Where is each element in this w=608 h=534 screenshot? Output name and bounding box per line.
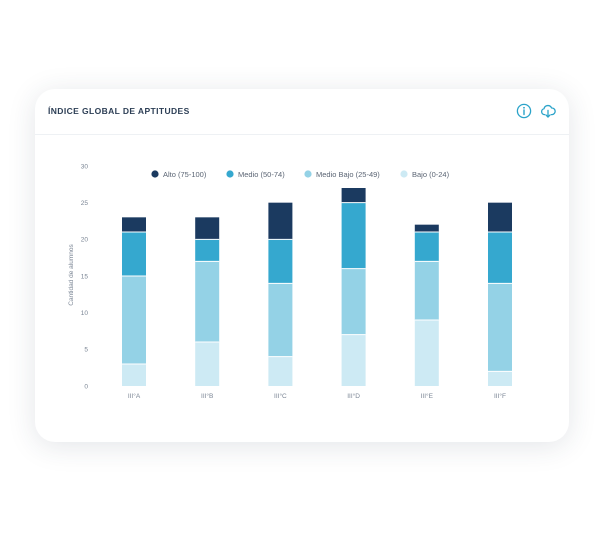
bar-segment bbox=[488, 232, 512, 284]
bar-segment bbox=[268, 202, 293, 240]
x-axis: III°A III°B III°C III°D III°E III°F bbox=[128, 392, 506, 400]
bar-segment bbox=[341, 202, 366, 269]
bar-segment bbox=[122, 276, 146, 364]
bar-segment bbox=[122, 217, 146, 232]
bar-segment bbox=[122, 232, 146, 276]
bar-segment bbox=[195, 261, 220, 342]
x-tick-label: III°F bbox=[494, 392, 506, 400]
bar-segment bbox=[414, 224, 439, 232]
legend-label: Medio (50-74) bbox=[238, 170, 285, 179]
bar-segment bbox=[341, 268, 366, 335]
y-tick-label: 0 bbox=[84, 383, 88, 390]
legend-marker bbox=[400, 170, 408, 178]
bar-segment bbox=[268, 356, 293, 386]
legend-marker bbox=[151, 170, 159, 178]
x-tick-label: III°E bbox=[421, 392, 434, 400]
bar-segment bbox=[414, 232, 439, 262]
x-tick-label: III°B bbox=[201, 392, 213, 400]
legend-label: Alto (75-100) bbox=[163, 170, 207, 179]
x-tick-label: III°C bbox=[274, 392, 287, 400]
bar-segment bbox=[341, 334, 366, 386]
y-tick-label: 10 bbox=[81, 310, 89, 317]
bar-segment bbox=[268, 283, 293, 357]
bar-segment bbox=[488, 283, 512, 372]
cloud-download-icon[interactable] bbox=[540, 103, 556, 119]
x-tick-label: III°A bbox=[128, 392, 141, 400]
y-tick-label: 30 bbox=[81, 163, 89, 170]
bar-segment bbox=[195, 217, 220, 240]
y-tick-label: 20 bbox=[81, 237, 89, 244]
bar-segment bbox=[488, 371, 512, 386]
legend-label: Bajo (0-24) bbox=[412, 170, 450, 179]
legend-marker bbox=[226, 170, 234, 178]
info-icon[interactable] bbox=[516, 103, 532, 119]
bar-segment bbox=[488, 202, 512, 232]
chart-card: ÍNDICE GLOBAL DE APTITUDES Alto (75-100)… bbox=[35, 89, 569, 442]
y-axis-label: Cantidad de alumnos bbox=[68, 244, 75, 306]
card-title: ÍNDICE GLOBAL DE APTITUDES bbox=[48, 106, 190, 116]
bar-segment bbox=[341, 188, 366, 203]
bar-segment bbox=[268, 239, 293, 284]
bar-segment bbox=[122, 364, 146, 386]
y-tick-label: 25 bbox=[81, 200, 89, 207]
bar-segment bbox=[414, 261, 439, 320]
legend-label: Medio Bajo (25-49) bbox=[316, 170, 380, 179]
x-tick-label: III°D bbox=[347, 392, 360, 400]
card-header: ÍNDICE GLOBAL DE APTITUDES bbox=[35, 89, 569, 135]
legend-marker bbox=[304, 170, 312, 178]
bar-segment bbox=[414, 320, 439, 386]
y-axis: 0 5 10 15 20 25 30 bbox=[81, 163, 89, 390]
bar-segment bbox=[195, 342, 220, 386]
bars bbox=[122, 188, 512, 386]
bar-segment bbox=[195, 239, 220, 262]
legend: Alto (75-100) Medio (50-74) Medio Bajo (25… bbox=[151, 170, 450, 179]
y-tick-label: 15 bbox=[81, 273, 89, 280]
y-tick-label: 5 bbox=[84, 347, 88, 354]
stacked-bar-chart: Alto (75-100) Medio (50-74) Medio Bajo (25… bbox=[68, 163, 512, 400]
